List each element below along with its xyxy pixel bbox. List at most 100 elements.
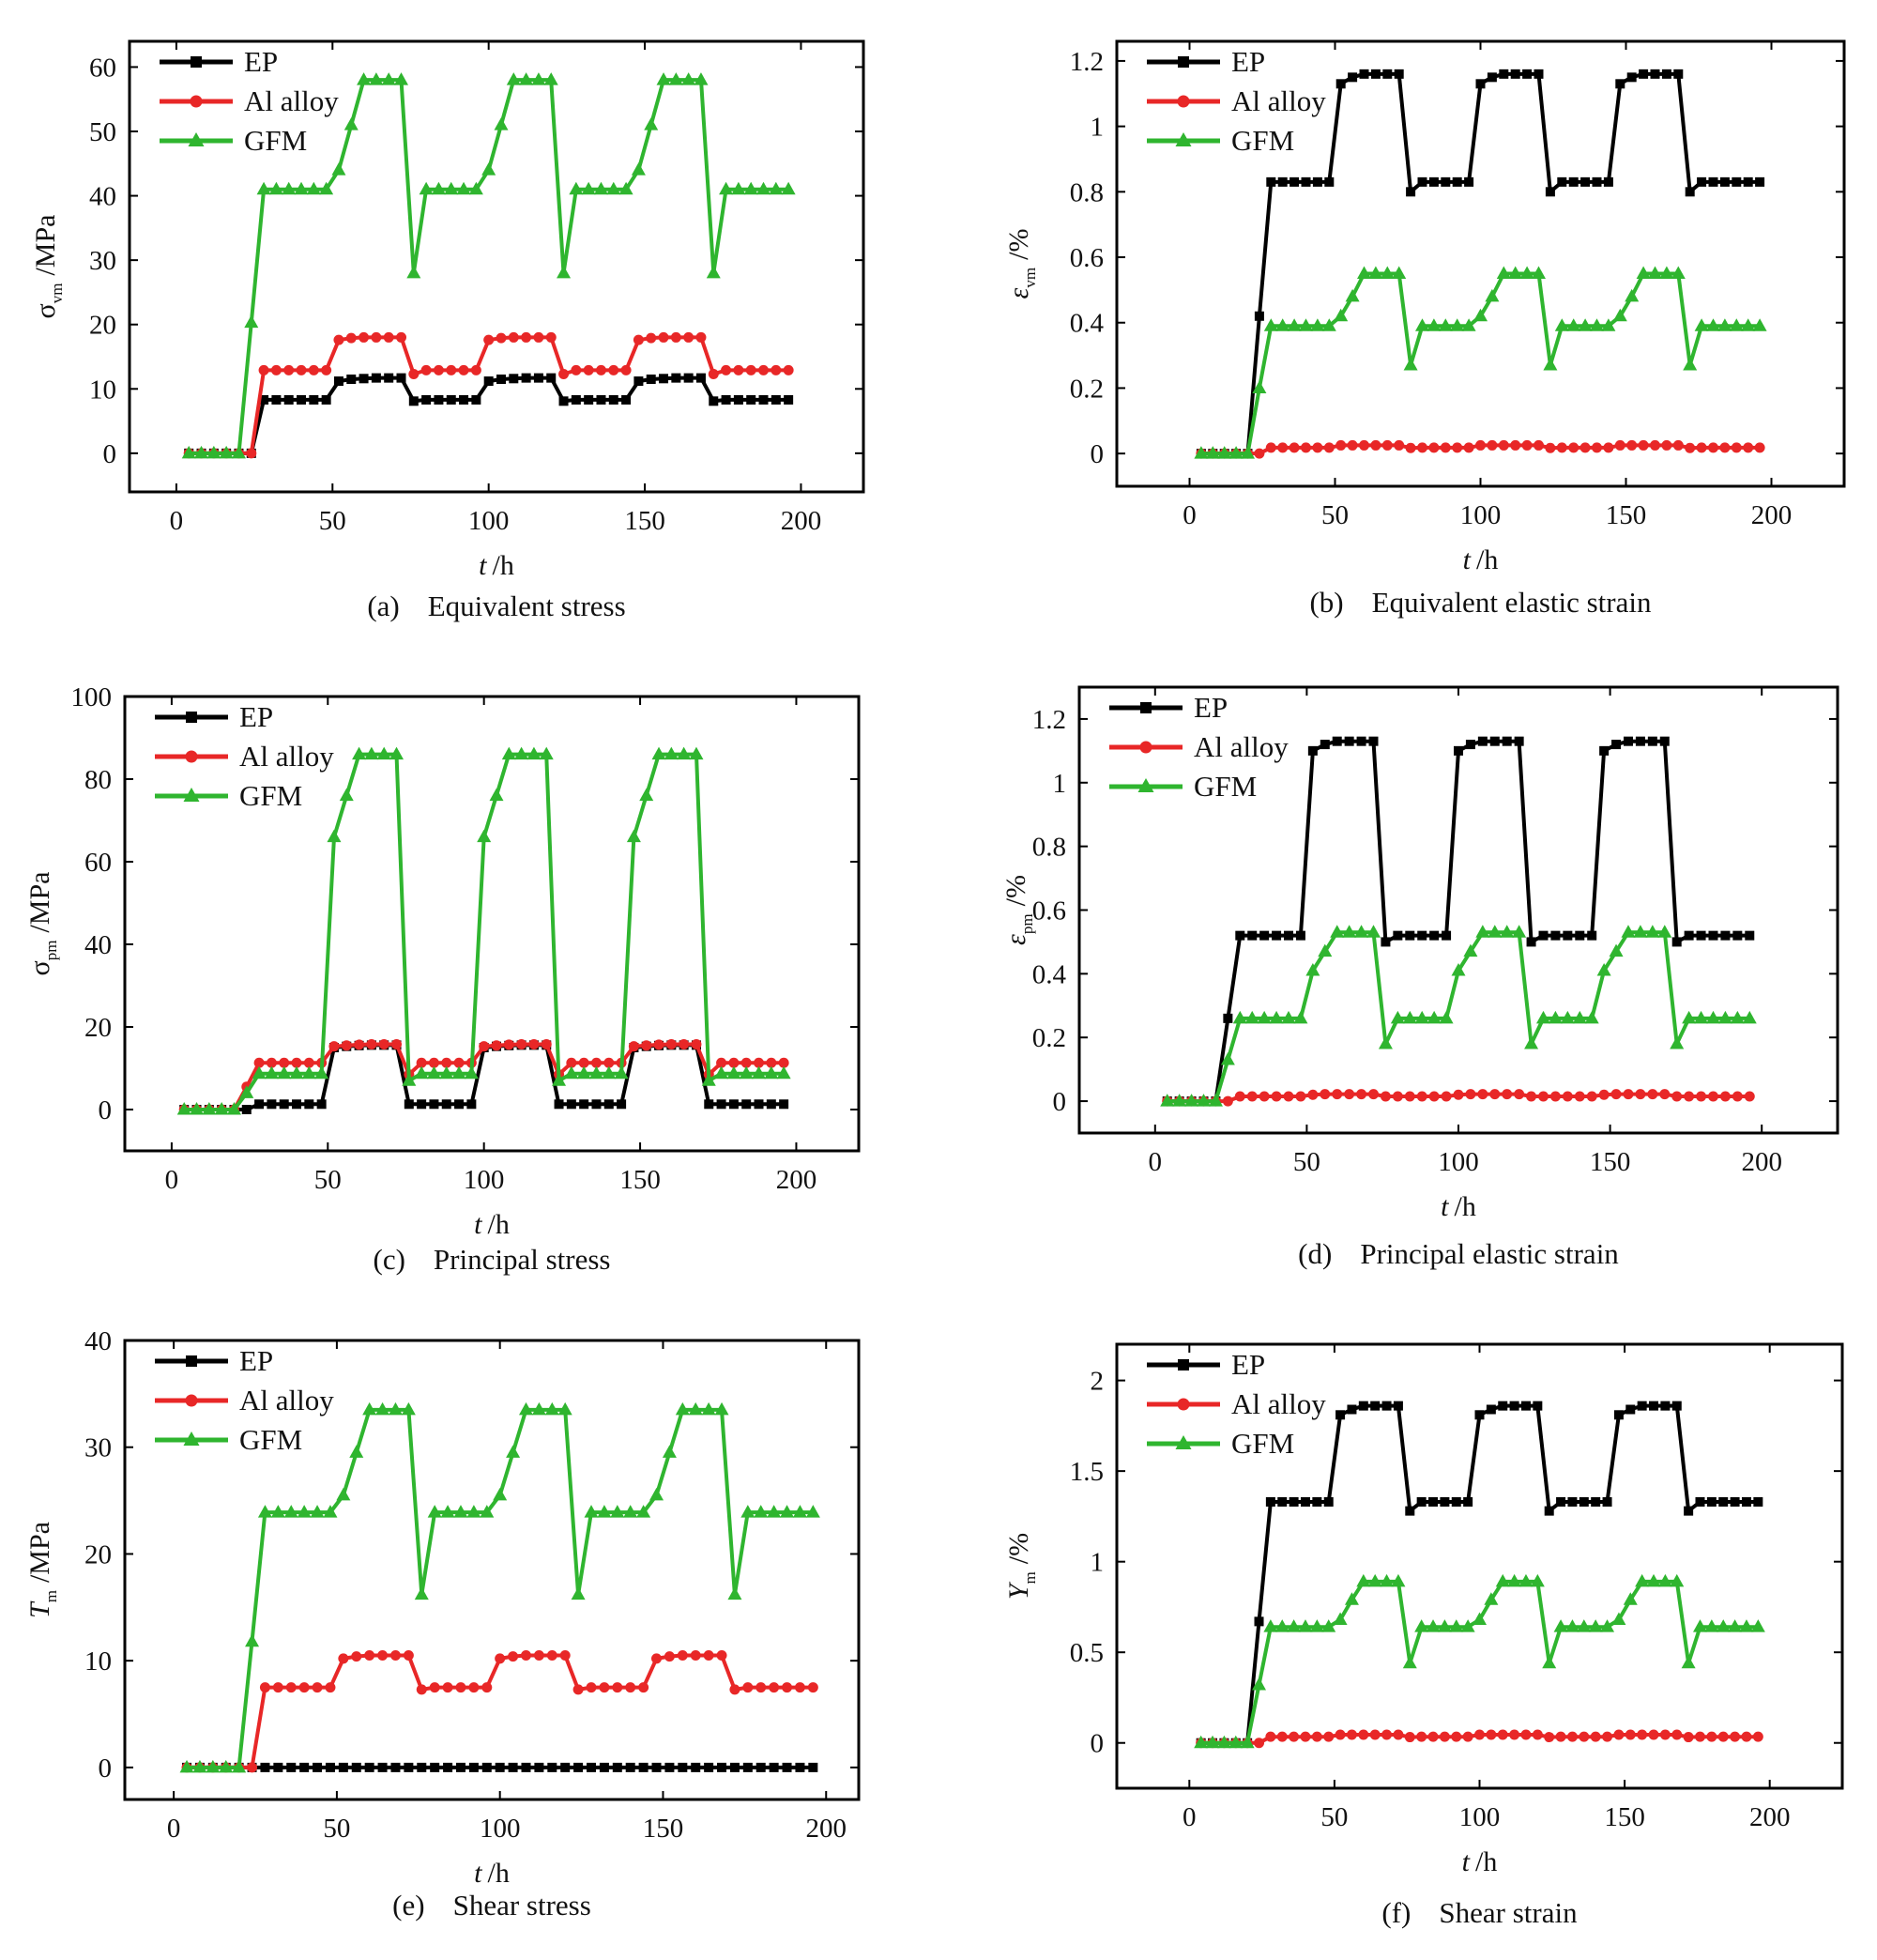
data-point-al-alloy: [1301, 442, 1311, 453]
data-point-ep: [1442, 930, 1452, 941]
data-point-gfm: [394, 72, 409, 85]
data-point-al-alloy: [1707, 1091, 1718, 1102]
data-point-ep: [716, 1099, 726, 1110]
data-point-al-alloy: [298, 1682, 310, 1693]
data-point-al-alloy: [270, 364, 282, 375]
legend: EP Al alloy GFM: [160, 45, 339, 157]
data-point-gfm: [1633, 925, 1648, 938]
data-point-gfm: [756, 181, 771, 195]
data-point-al-alloy: [1562, 1091, 1573, 1102]
data-point-al-alloy: [1520, 1729, 1532, 1740]
data-point-al-alloy: [1555, 1731, 1566, 1742]
data-point-ep: [1615, 79, 1625, 89]
data-point-al-alloy: [272, 1682, 283, 1693]
data-point-al-alloy: [1610, 1089, 1622, 1100]
data-point-ep: [1602, 1496, 1612, 1507]
plot-area: [1160, 736, 1757, 1107]
data-point-gfm: [181, 445, 196, 459]
data-point-ep: [1429, 930, 1440, 941]
data-point-ep: [558, 396, 569, 406]
data-point-ep: [1464, 176, 1474, 187]
data-point-al-alloy: [1370, 439, 1381, 451]
data-point-al-alloy: [1613, 1729, 1625, 1740]
data-point-gfm: [1390, 1010, 1405, 1024]
data-point-ep: [1259, 930, 1270, 941]
data-point-ep: [495, 1762, 505, 1772]
data-point-ep: [1639, 69, 1649, 79]
x-axis-var: t: [1463, 544, 1472, 575]
data-point-gfm: [623, 1505, 638, 1518]
legend-label: Al alloy: [239, 1384, 334, 1416]
data-point-ep: [316, 1099, 327, 1110]
y-axis-label: εvm /%: [1003, 229, 1039, 299]
data-point-ep: [459, 394, 469, 405]
data-point-gfm: [1367, 1573, 1382, 1587]
data-point-al-alloy: [1453, 1089, 1464, 1100]
data-point-ep: [1611, 740, 1622, 750]
data-point-al-alloy: [253, 1057, 265, 1068]
data-point-al-alloy: [1405, 442, 1416, 453]
data-point-gfm: [518, 1401, 533, 1416]
x-tick-label: 0: [1149, 1147, 1163, 1177]
data-point-ep: [1673, 69, 1684, 79]
data-point-al-alloy: [1637, 1729, 1648, 1740]
y-tick-label: 20: [84, 1013, 112, 1043]
data-point-gfm: [1368, 266, 1383, 279]
data-point-gfm: [389, 746, 404, 760]
data-point-al-alloy: [1534, 439, 1544, 451]
data-point-gfm: [1415, 318, 1429, 331]
data-point-al-alloy: [338, 1653, 349, 1664]
data-point-al-alloy: [1635, 1089, 1646, 1100]
data-point-gfm: [1403, 358, 1418, 371]
legend-marker: [1139, 741, 1152, 754]
data-point-ep: [1486, 1404, 1496, 1415]
data-point-gfm: [219, 1759, 234, 1773]
data-point-ep: [1741, 1496, 1751, 1507]
data-point-gfm: [506, 1445, 521, 1458]
data-point-gfm: [1460, 1619, 1475, 1632]
y-tick-label: 10: [89, 375, 116, 405]
y-tick-label: 1: [1091, 113, 1105, 143]
data-point-al-alloy: [1696, 1091, 1707, 1102]
data-point-ep: [1359, 69, 1369, 79]
data-point-al-alloy: [740, 1057, 752, 1068]
x-tick-label: 0: [167, 1814, 181, 1844]
y-tick-label: 30: [84, 1433, 112, 1463]
data-point-ep: [468, 1762, 479, 1772]
data-point-al-alloy: [455, 1682, 466, 1693]
data-point-ep: [259, 394, 269, 405]
data-point-al-alloy: [558, 369, 570, 380]
data-point-al-alloy: [664, 1651, 675, 1662]
data-point-ep: [704, 1099, 714, 1110]
data-point-al-alloy: [1276, 1731, 1288, 1742]
data-point-ep: [1223, 1013, 1233, 1023]
data-point-gfm: [644, 117, 659, 130]
data-point-ep: [338, 1762, 348, 1772]
data-point-gfm: [1293, 1010, 1308, 1024]
data-point-al-alloy: [1602, 1731, 1613, 1742]
data-point-al-alloy: [1614, 439, 1625, 451]
data-point-gfm: [584, 1505, 599, 1518]
data-point-gfm: [1240, 1735, 1255, 1749]
data-point-ep: [1440, 1496, 1450, 1507]
data-point-gfm: [1244, 1010, 1259, 1024]
data-point-ep: [297, 394, 307, 405]
y-axis-subscript: pm: [1018, 913, 1036, 934]
data-point-gfm: [1572, 1010, 1587, 1024]
data-point-gfm: [569, 181, 584, 195]
data-point-gfm: [1484, 1592, 1499, 1605]
data-point-gfm: [301, 1065, 316, 1080]
data-point-ep: [1637, 1401, 1647, 1411]
x-tick-label: 150: [619, 1165, 661, 1195]
data-point-gfm: [1542, 1655, 1557, 1669]
data-point-al-alloy: [546, 1649, 557, 1661]
data-point-gfm: [283, 1505, 298, 1518]
panel-caption: (e) Shear stress: [392, 1889, 591, 1922]
data-point-gfm: [1380, 1573, 1395, 1587]
data-point-ep: [1502, 736, 1512, 746]
data-point-ep: [1671, 937, 1682, 947]
data-point-gfm: [1473, 1612, 1487, 1625]
data-point-al-alloy: [246, 448, 257, 459]
data-point-ep: [1335, 1410, 1346, 1420]
data-point-ep: [1567, 1496, 1578, 1507]
